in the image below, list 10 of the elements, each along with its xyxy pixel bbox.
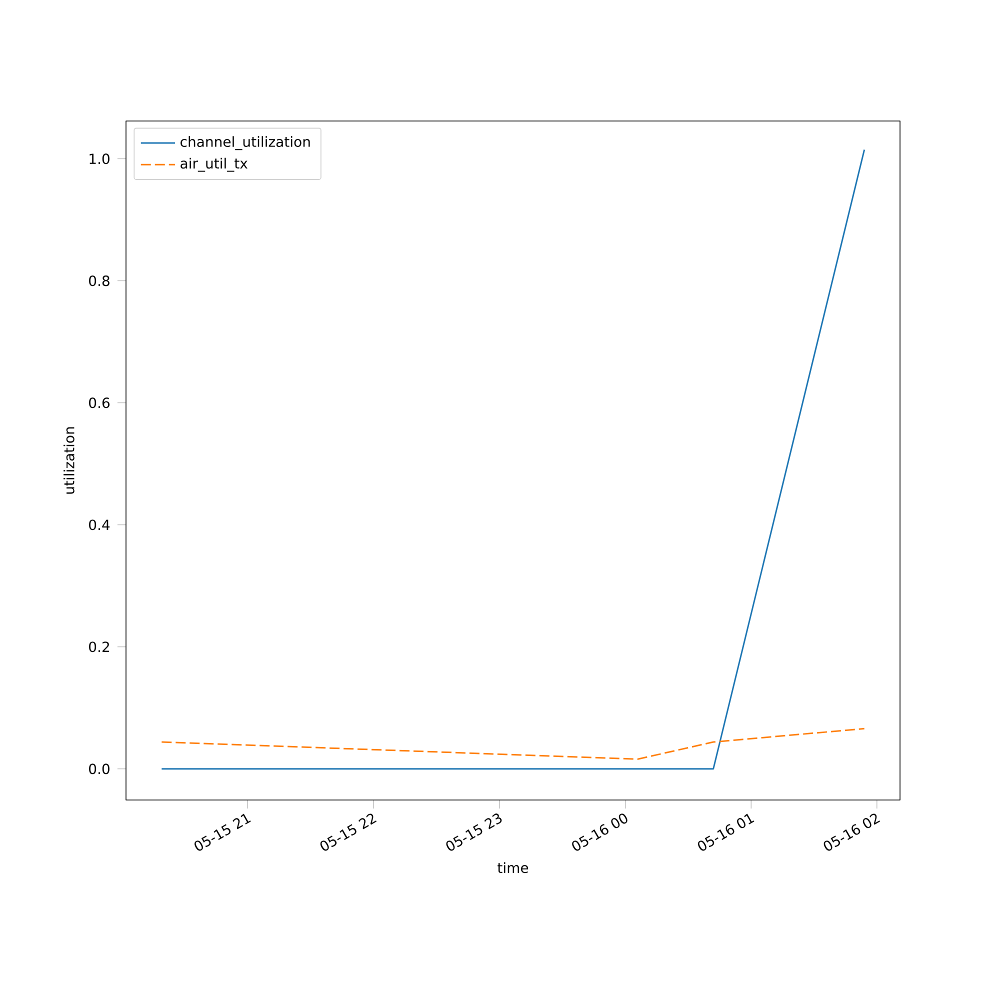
y-tick-label: 0.2 (89, 642, 109, 652)
y-tick-label: 1.0 (90, 154, 110, 164)
y-tick-label: 0.4 (89, 520, 110, 530)
y-tick-label: 0.6 (89, 398, 110, 408)
y-axis-title: utilization (64, 427, 74, 494)
legend-label: air_util_tx (180, 158, 248, 172)
y-tick-label: 0.0 (89, 764, 110, 774)
y-tick-label: 0.8 (89, 276, 110, 286)
legend-label: channel_utilization (180, 136, 310, 150)
x-axis-title: time (498, 862, 528, 874)
